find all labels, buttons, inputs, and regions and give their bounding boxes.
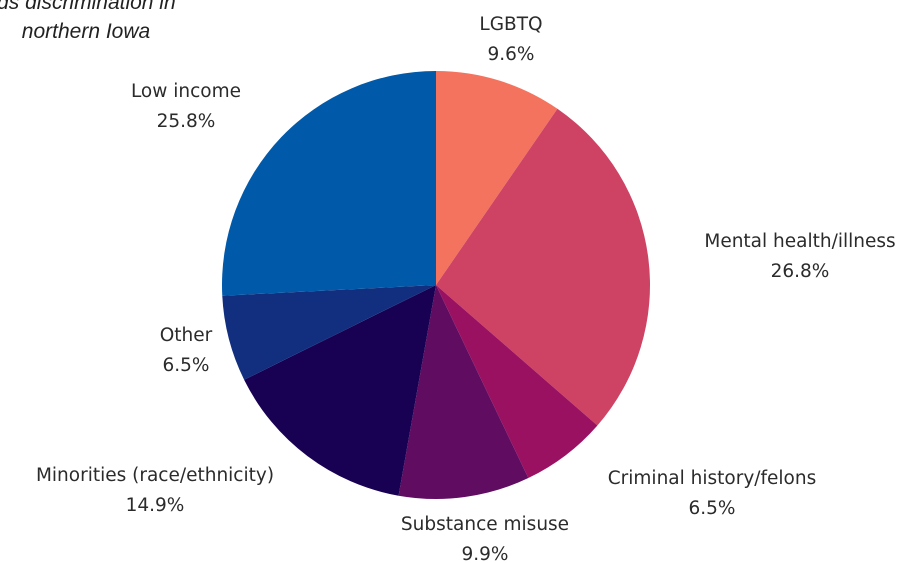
- label-criminal-history: Criminal history/felons: [608, 468, 817, 489]
- label-minorities: Minorities (race/ethnicity): [36, 465, 274, 486]
- chart-title-line-1: udes towards discrimination in: [0, 0, 176, 14]
- slice-low-income: [222, 71, 436, 296]
- label-low-income: Low income: [131, 81, 241, 102]
- label-mental-health: Mental health/illness: [704, 231, 895, 252]
- value-other: 6.5%: [163, 355, 210, 376]
- slice-lgbtq: [436, 71, 558, 285]
- slice-mental-health-illness: [436, 108, 650, 426]
- value-criminal-history: 6.5%: [689, 498, 736, 519]
- chart-title-line-2: northern Iowa: [22, 20, 150, 43]
- slice-labels: LGBTQ 9.6% Mental health/illness 26.8% C…: [36, 14, 896, 563]
- label-substance-misuse: Substance misuse: [401, 514, 569, 535]
- label-other: Other: [160, 325, 213, 346]
- value-mental-health: 26.8%: [771, 261, 830, 282]
- label-lgbtq: LGBTQ: [479, 14, 542, 35]
- value-low-income: 25.8%: [157, 111, 216, 132]
- chart-title: udes towards discrimination in northern …: [0, 0, 176, 43]
- value-minorities: 14.9%: [126, 495, 185, 516]
- slice-criminal-history-felons: [436, 285, 598, 479]
- slice-other: [222, 285, 436, 380]
- slice-minorities-race-ethnicity: [244, 285, 436, 496]
- slice-substance-misuse: [398, 285, 529, 499]
- value-substance-misuse: 9.9%: [462, 544, 509, 563]
- value-lgbtq: 9.6%: [488, 44, 535, 65]
- pie-slices: [222, 71, 650, 499]
